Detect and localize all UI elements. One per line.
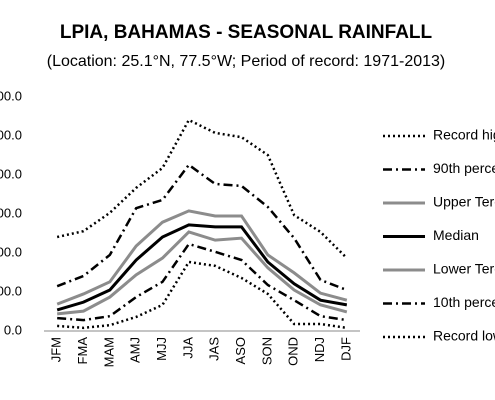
x-tick-label: JFM xyxy=(49,337,64,362)
series-line xyxy=(56,209,348,306)
series-line xyxy=(56,223,348,312)
legend-label: Median xyxy=(433,227,479,243)
y-tick-label: 400.0 xyxy=(0,166,22,181)
x-tick-label: ASO xyxy=(233,337,248,364)
series-line xyxy=(56,118,348,259)
y-tick-label: 100.0 xyxy=(0,283,22,298)
x-tick-label: SON xyxy=(259,337,274,365)
x-tick-label: AMJ xyxy=(128,337,143,363)
y-tick-label: 500.0 xyxy=(0,127,22,142)
x-tick-label: OND xyxy=(286,337,301,366)
y-tick-label: 600.0 xyxy=(0,88,22,103)
x-tick-label: JAS xyxy=(207,337,222,361)
y-tick-label: 0.0 xyxy=(4,322,22,337)
legend-label: 10th percentile xyxy=(433,294,495,310)
legend-label: Upper Tercile xyxy=(433,194,495,210)
y-tick-label: 300.0 xyxy=(0,205,22,220)
x-tick-label: MAM xyxy=(101,337,116,367)
legend-label: Record low xyxy=(433,328,495,344)
legend-label: 90th percentile xyxy=(433,160,495,176)
series-line xyxy=(56,163,348,292)
chart-subtitle: (Location: 25.1°N, 77.5°W; Period of rec… xyxy=(47,53,446,70)
chart-title: LPIA, BAHAMAS - SEASONAL RAINFALL xyxy=(60,22,433,43)
legend-label: Lower Tercile xyxy=(433,261,495,277)
y-tick-label: 200.0 xyxy=(0,244,22,259)
x-tick-label: FMA xyxy=(75,337,90,365)
x-tick-label: DJF xyxy=(338,337,353,361)
x-tick-label: JJA xyxy=(180,337,195,359)
series-line xyxy=(57,230,348,316)
legend-label: Record high xyxy=(433,127,495,143)
series-line xyxy=(57,242,348,322)
x-tick-label: MJJ xyxy=(154,337,169,361)
x-tick-label: NDJ xyxy=(312,337,327,362)
series-line xyxy=(57,260,348,330)
